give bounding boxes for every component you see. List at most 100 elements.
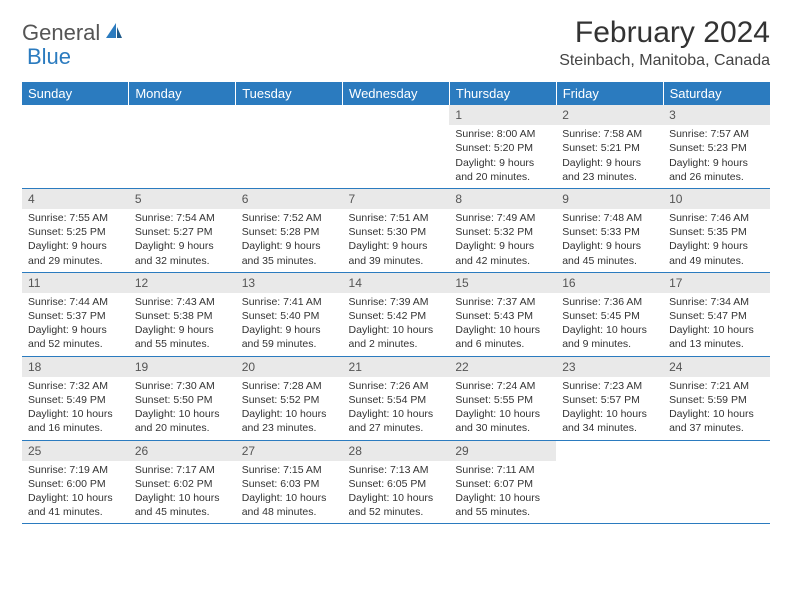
day-body: Sunrise: 7:55 AMSunset: 5:25 PMDaylight:… [22,209,129,272]
sunset-text: Sunset: 5:21 PM [562,141,657,155]
brand-text-blue: Blue [27,44,71,70]
day-number: 24 [663,357,770,377]
day-body: Sunrise: 7:17 AMSunset: 6:02 PMDaylight:… [129,461,236,524]
day-number: 13 [236,273,343,293]
daylight-text-1: Daylight: 10 hours [135,407,230,421]
day-number: 8 [449,189,556,209]
day-body: Sunrise: 7:37 AMSunset: 5:43 PMDaylight:… [449,293,556,356]
calendar-day-cell: 26Sunrise: 7:17 AMSunset: 6:02 PMDayligh… [129,440,236,524]
daylight-text-2: and 13 minutes. [669,337,764,351]
day-number: 27 [236,441,343,461]
daylight-text-1: Daylight: 9 hours [28,239,123,253]
calendar-day-cell: 13Sunrise: 7:41 AMSunset: 5:40 PMDayligh… [236,272,343,356]
sunset-text: Sunset: 6:02 PM [135,477,230,491]
daylight-text-1: Daylight: 9 hours [562,239,657,253]
daylight-text-1: Daylight: 9 hours [242,323,337,337]
daylight-text-1: Daylight: 10 hours [455,407,550,421]
calendar-day-cell: 2Sunrise: 7:58 AMSunset: 5:21 PMDaylight… [556,105,663,188]
sunset-text: Sunset: 5:59 PM [669,393,764,407]
day-body: Sunrise: 7:58 AMSunset: 5:21 PMDaylight:… [556,125,663,188]
day-body: Sunrise: 7:21 AMSunset: 5:59 PMDaylight:… [663,377,770,440]
weekday-header: Tuesday [236,82,343,105]
daylight-text-2: and 45 minutes. [562,254,657,268]
sunrise-text: Sunrise: 7:57 AM [669,127,764,141]
calendar-day-cell: 22Sunrise: 7:24 AMSunset: 5:55 PMDayligh… [449,356,556,440]
daylight-text-1: Daylight: 9 hours [135,323,230,337]
calendar-table: SundayMondayTuesdayWednesdayThursdayFrid… [22,82,770,524]
day-number: 20 [236,357,343,377]
sunrise-text: Sunrise: 7:13 AM [349,463,444,477]
sunrise-text: Sunrise: 7:43 AM [135,295,230,309]
title-block: February 2024 Steinbach, Manitoba, Canad… [559,16,770,70]
day-body: Sunrise: 7:30 AMSunset: 5:50 PMDaylight:… [129,377,236,440]
day-body: Sunrise: 7:51 AMSunset: 5:30 PMDaylight:… [343,209,450,272]
daylight-text-2: and 52 minutes. [349,505,444,519]
day-number: 10 [663,189,770,209]
sunrise-text: Sunrise: 7:52 AM [242,211,337,225]
day-number: 26 [129,441,236,461]
daylight-text-2: and 32 minutes. [135,254,230,268]
daylight-text-1: Daylight: 9 hours [562,156,657,170]
daylight-text-2: and 29 minutes. [28,254,123,268]
day-body: Sunrise: 7:43 AMSunset: 5:38 PMDaylight:… [129,293,236,356]
calendar-day-cell: 20Sunrise: 7:28 AMSunset: 5:52 PMDayligh… [236,356,343,440]
calendar-week-row: ........1Sunrise: 8:00 AMSunset: 5:20 PM… [22,105,770,188]
calendar-day-cell: 1Sunrise: 8:00 AMSunset: 5:20 PMDaylight… [449,105,556,188]
calendar-week-row: 25Sunrise: 7:19 AMSunset: 6:00 PMDayligh… [22,440,770,524]
day-body: Sunrise: 7:44 AMSunset: 5:37 PMDaylight:… [22,293,129,356]
calendar-day-cell: .. [556,440,663,524]
day-body: Sunrise: 7:49 AMSunset: 5:32 PMDaylight:… [449,209,556,272]
daylight-text-2: and 55 minutes. [455,505,550,519]
sunrise-text: Sunrise: 7:54 AM [135,211,230,225]
sunrise-text: Sunrise: 7:21 AM [669,379,764,393]
calendar-day-cell: 14Sunrise: 7:39 AMSunset: 5:42 PMDayligh… [343,272,450,356]
daylight-text-1: Daylight: 10 hours [669,407,764,421]
day-number: 22 [449,357,556,377]
daylight-text-1: Daylight: 9 hours [455,239,550,253]
daylight-text-2: and 26 minutes. [669,170,764,184]
daylight-text-1: Daylight: 10 hours [28,491,123,505]
daylight-text-2: and 52 minutes. [28,337,123,351]
calendar-day-cell: .. [236,105,343,188]
day-body: Sunrise: 7:46 AMSunset: 5:35 PMDaylight:… [663,209,770,272]
calendar-day-cell: 27Sunrise: 7:15 AMSunset: 6:03 PMDayligh… [236,440,343,524]
daylight-text-1: Daylight: 9 hours [28,323,123,337]
sunrise-text: Sunrise: 7:28 AM [242,379,337,393]
sunrise-text: Sunrise: 7:26 AM [349,379,444,393]
day-number: 14 [343,273,450,293]
daylight-text-2: and 16 minutes. [28,421,123,435]
sunrise-text: Sunrise: 7:51 AM [349,211,444,225]
calendar-day-cell: 15Sunrise: 7:37 AMSunset: 5:43 PMDayligh… [449,272,556,356]
daylight-text-1: Daylight: 9 hours [669,239,764,253]
sunset-text: Sunset: 5:42 PM [349,309,444,323]
sunset-text: Sunset: 5:25 PM [28,225,123,239]
sunrise-text: Sunrise: 7:34 AM [669,295,764,309]
day-number: 4 [22,189,129,209]
calendar-day-cell: 23Sunrise: 7:23 AMSunset: 5:57 PMDayligh… [556,356,663,440]
daylight-text-2: and 48 minutes. [242,505,337,519]
sunset-text: Sunset: 5:54 PM [349,393,444,407]
daylight-text-1: Daylight: 10 hours [349,407,444,421]
daylight-text-1: Daylight: 9 hours [669,156,764,170]
day-number: 2 [556,105,663,125]
brand-text-general: General [22,20,100,46]
day-number: 16 [556,273,663,293]
day-body: Sunrise: 7:41 AMSunset: 5:40 PMDaylight:… [236,293,343,356]
daylight-text-1: Daylight: 10 hours [349,491,444,505]
day-body: Sunrise: 7:57 AMSunset: 5:23 PMDaylight:… [663,125,770,188]
daylight-text-2: and 23 minutes. [562,170,657,184]
page-header: General February 2024 Steinbach, Manitob… [22,16,770,70]
calendar-day-cell: 6Sunrise: 7:52 AMSunset: 5:28 PMDaylight… [236,188,343,272]
sail-icon [104,21,124,46]
day-number: 25 [22,441,129,461]
calendar-day-cell: .. [343,105,450,188]
calendar-day-cell: 8Sunrise: 7:49 AMSunset: 5:32 PMDaylight… [449,188,556,272]
day-number: 28 [343,441,450,461]
day-body: Sunrise: 7:23 AMSunset: 5:57 PMDaylight:… [556,377,663,440]
calendar-day-cell: 7Sunrise: 7:51 AMSunset: 5:30 PMDaylight… [343,188,450,272]
calendar-day-cell: 29Sunrise: 7:11 AMSunset: 6:07 PMDayligh… [449,440,556,524]
sunset-text: Sunset: 5:28 PM [242,225,337,239]
weekday-header: Sunday [22,82,129,105]
calendar-day-cell: 25Sunrise: 7:19 AMSunset: 6:00 PMDayligh… [22,440,129,524]
calendar-week-row: 18Sunrise: 7:32 AMSunset: 5:49 PMDayligh… [22,356,770,440]
